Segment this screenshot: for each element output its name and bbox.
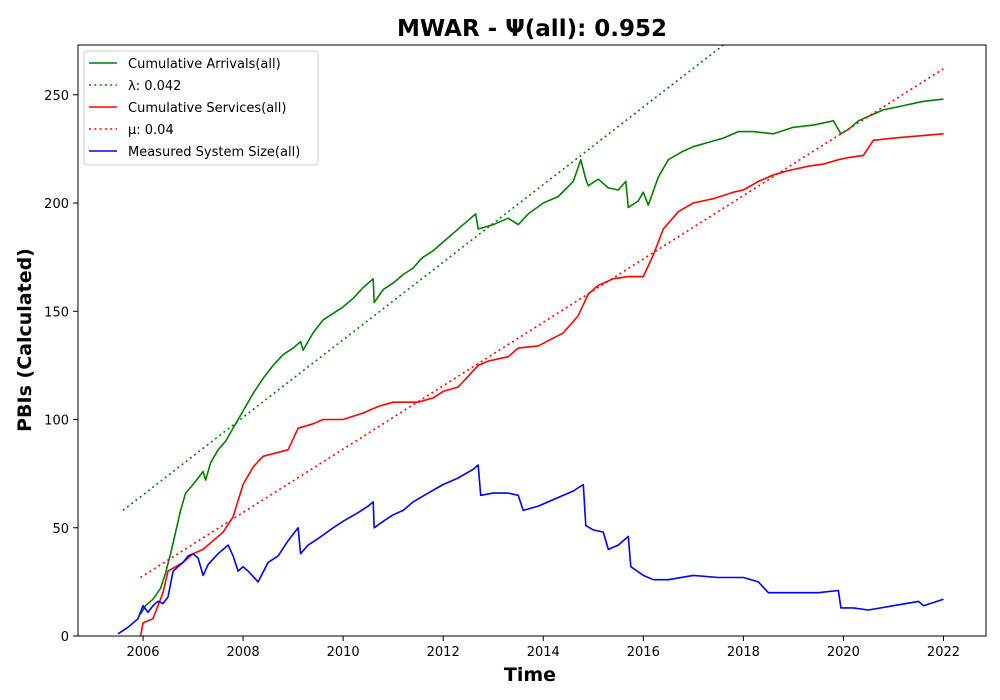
legend-label-0: Cumulative Arrivals(all)	[128, 57, 281, 72]
plot-area	[117, 45, 944, 636]
y-tick-label: 200	[44, 197, 69, 212]
series-line-2	[139, 133, 944, 636]
legend: Cumulative Arrivals(all) λ: 0.042 Cumulati…	[83, 50, 319, 166]
legend-label-1: λ: 0.042	[128, 79, 181, 94]
x-tick-label: 2016	[627, 645, 660, 660]
x-tick-label: 2006	[126, 645, 159, 660]
legend-label-4: Measured System Size(all)	[128, 145, 300, 160]
x-tick-label: 2008	[227, 645, 260, 660]
series-line-4	[117, 464, 944, 635]
legend-label-2: Cumulative Services(all)	[128, 101, 286, 116]
chart-title: MWAR - Ψ(all): 0.952	[397, 16, 667, 42]
legend-box	[83, 50, 319, 166]
x-tick-label: 2020	[827, 645, 860, 660]
x-tick-label: 2012	[427, 645, 460, 660]
series-line-0	[139, 98, 944, 615]
axes: 2006 2008 2010 2012 2014 2016 2018 2020 2022 0 50 1…	[44, 44, 987, 660]
x-tick-label: 2014	[527, 645, 560, 660]
x-tick-label: 2018	[727, 645, 760, 660]
y-tick-label: 150	[44, 305, 69, 320]
legend-label-3: μ: 0.04	[128, 123, 174, 138]
x-tick-label: 2022	[927, 645, 960, 660]
y-axis-label: PBIs (Calculated)	[14, 248, 36, 432]
x-axis-label: Time	[504, 664, 556, 686]
x-tick-label: 2010	[327, 645, 360, 660]
y-tick-label: 250	[44, 89, 69, 104]
y-tick-label: 100	[44, 414, 69, 429]
y-tick-label: 50	[52, 522, 69, 537]
y-tick-label: 0	[61, 630, 69, 645]
axes-frame	[77, 44, 987, 637]
